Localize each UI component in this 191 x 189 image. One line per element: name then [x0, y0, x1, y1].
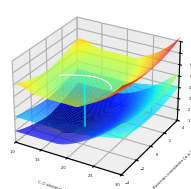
Y-axis label: Reaction coordinate [a.u.]: Reaction coordinate [a.u.] [153, 150, 191, 189]
X-axis label: C-O distance [Å]: C-O distance [Å] [37, 180, 70, 189]
